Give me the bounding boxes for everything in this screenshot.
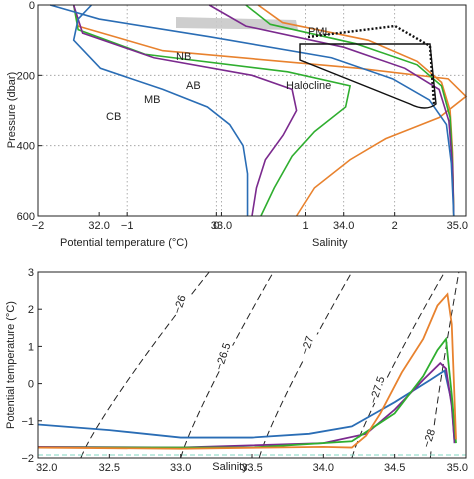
top-frame (37, 4, 467, 217)
top-xlabel-salinity: Salinity (312, 237, 348, 249)
salinity-tick-label: 33.0 (211, 220, 232, 232)
salinity-line-3 (50, 4, 455, 217)
annotation-halocline: Halocline (286, 80, 331, 92)
bottom-x-tick-label: 35.0 (447, 462, 468, 474)
density-contour-3 (351, 271, 446, 459)
salinity-line-2 (208, 4, 455, 217)
bottom-x-tick-label: 33.5 (241, 462, 262, 474)
ts-line-0 (37, 369, 456, 444)
contour-label-bg (425, 427, 440, 452)
temperature-line-0 (72, 4, 468, 217)
pressure-tick-label: 600 (17, 211, 35, 223)
annotation-nb: NB (176, 51, 191, 63)
density-contours: −26−26.5 −27−27.5−28 (80, 271, 460, 459)
pressure-tick-label: 400 (17, 141, 35, 153)
temperature-tick-label: −2 (32, 220, 45, 232)
top-ylabel: Pressure (dbar) (6, 72, 18, 148)
salinity-tick-label: 32.0 (88, 220, 109, 232)
bottom-y-tick-label: −2 (21, 453, 34, 465)
pml-band (176, 17, 298, 30)
ts-line-2 (38, 336, 457, 449)
temperature-line-3 (72, 4, 249, 216)
halocline-box (299, 43, 437, 109)
temperature-tick-label: 1 (302, 220, 308, 232)
bottom-panel: −26−26.5 −27−27.5−28 32.0 32.5 33.0 33.5 34.0… (5, 267, 468, 474)
bottom-y-tick-label: 2 (28, 304, 34, 316)
contour-label-4: −28 (421, 428, 438, 449)
temperature-line-1 (72, 4, 352, 217)
bottom-x-tick-label: 32.0 (36, 462, 57, 474)
pressure-tick-label: 200 (17, 70, 35, 82)
bottom-x-tick-label: 32.5 (99, 462, 120, 474)
salinity-tick-label: 35.0 (447, 220, 468, 232)
top-xlabel-temperature: Potential temperature (°C) (60, 237, 188, 249)
bottom-ticks: 32.0 32.5 33.0 33.5 34.0 34.5 35.0 3 2 1 0 −1 −2 (21, 267, 468, 474)
contour-label-bg (176, 293, 191, 318)
ts-curves (37, 292, 457, 450)
bottom-y-tick-label: 1 (28, 341, 34, 353)
contour-label-bg (219, 345, 234, 370)
temperature-line-2 (72, 4, 298, 217)
salinity-line-0 (257, 4, 455, 217)
top-panel: PML Halocline NB AB MB CB −2 −1 0 1 2 32.0 33.… (6, 0, 468, 249)
top-grid (38, 5, 466, 216)
bottom-y-tick-label: −1 (21, 416, 34, 428)
density-contour-2 (258, 271, 353, 459)
bottom-xlabel: Salinity (212, 461, 248, 473)
ts-line-1 (37, 361, 456, 449)
contour-label-bg (303, 334, 318, 359)
annotation-pml: PML (308, 26, 331, 38)
bottom-y-tick-label: 0 (28, 379, 34, 391)
annotation-ab: AB (186, 80, 201, 92)
bottom-y-tick-label: 3 (28, 267, 34, 279)
contour-label-0: −26 (172, 294, 189, 315)
annotation-mb: MB (144, 94, 161, 106)
ts-line-3 (37, 292, 457, 450)
temperature-profiles (72, 4, 468, 217)
salinity-profiles (50, 4, 455, 217)
pressure-tick-label: 0 (29, 0, 35, 12)
temperature-tick-label: 2 (392, 220, 398, 232)
temperature-tick-label: −1 (121, 220, 134, 232)
temperature-tick-label: 0 (213, 220, 219, 232)
bottom-x-tick-label: 33.0 (170, 462, 191, 474)
bottom-x-tick-label: 34.5 (384, 462, 405, 474)
contour-label-bg (373, 379, 388, 404)
pml-dotted-line (307, 24, 431, 48)
salinity-tick-label: 34.0 (333, 220, 354, 232)
bottom-ylabel: Potential temperature (°C) (5, 301, 17, 429)
top-ticks: −2 −1 0 1 2 32.0 33.0 34.0 35.0 0 200 400 600 (17, 0, 468, 232)
contour-label-2: −27 (299, 335, 316, 356)
bottom-x-tick-label: 34.0 (313, 462, 334, 474)
annotation-cb: CB (106, 111, 121, 123)
